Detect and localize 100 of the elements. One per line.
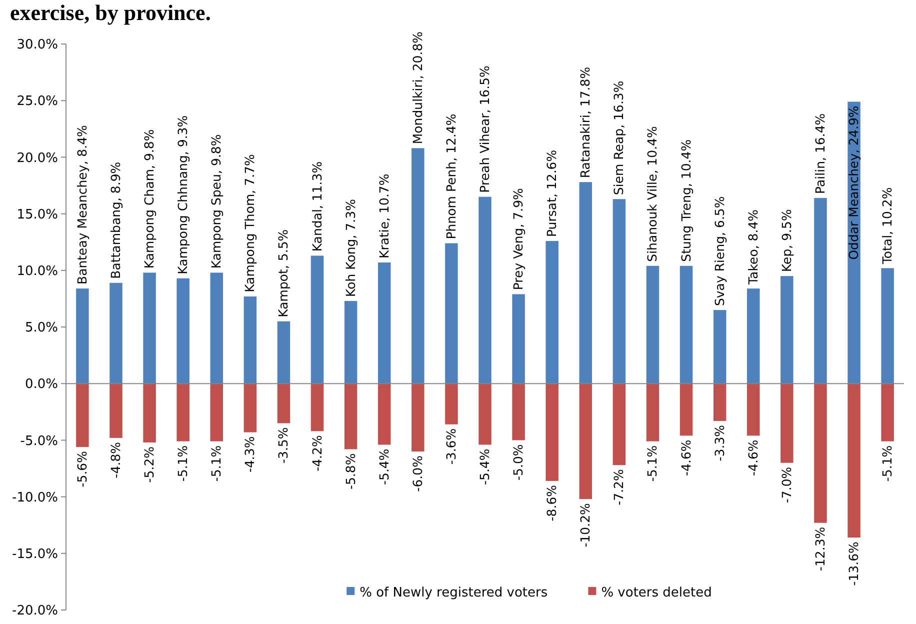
y-tick-label: -5.0% xyxy=(20,434,58,449)
text: , 9.8% xyxy=(142,129,157,169)
bar xyxy=(612,199,626,384)
legend-label: % voters deleted xyxy=(601,586,712,601)
bar xyxy=(646,384,660,442)
data-label: -5.6% xyxy=(74,450,90,488)
text: , 24.9% xyxy=(846,106,862,154)
bar xyxy=(612,384,626,466)
text: , 16.5% xyxy=(477,66,492,114)
y-tick-label: -15.0% xyxy=(12,546,58,562)
text: , 8.4% xyxy=(74,125,90,165)
bar xyxy=(110,282,122,384)
bar xyxy=(76,288,89,384)
data-label: -5.4% xyxy=(477,448,492,486)
bar xyxy=(546,384,558,481)
x-tick-label: Siem Reap xyxy=(611,128,626,196)
bar xyxy=(713,384,726,421)
x-tick-label: Kampong Chhnang xyxy=(175,155,190,274)
data-label: -5.1% xyxy=(175,445,190,482)
bar xyxy=(277,321,290,384)
data-label: -5.0% xyxy=(510,444,526,480)
data-label: -10.2% xyxy=(578,502,593,548)
x-tick-label: Kratie xyxy=(376,221,392,258)
x-tick-label: Ratanakiri xyxy=(578,114,593,178)
text: , 12.4% xyxy=(443,114,458,162)
bar xyxy=(579,384,592,500)
data-label: -4.2% xyxy=(309,435,324,472)
bar xyxy=(344,300,358,384)
bar xyxy=(478,196,492,384)
bar xyxy=(412,148,424,384)
x-tick-label: Kampong Cham xyxy=(142,168,157,269)
bar xyxy=(244,384,257,432)
text: , 7.3% xyxy=(342,199,358,239)
bar xyxy=(176,384,190,442)
bar xyxy=(814,198,827,384)
bar xyxy=(143,272,156,384)
bar xyxy=(176,278,190,384)
x-tick-label: Preah Vihear xyxy=(477,112,492,193)
bar xyxy=(210,272,223,384)
text: , 10.7% xyxy=(376,174,392,222)
bar xyxy=(814,384,827,523)
bar xyxy=(378,262,391,384)
data-label: -4.6% xyxy=(678,440,694,476)
y-tick-label: -20.0% xyxy=(12,604,58,619)
x-tick-label: Svay Rieng xyxy=(712,236,727,306)
text: , 16.4% xyxy=(812,113,828,161)
text: , 8.9% xyxy=(108,162,123,202)
bar xyxy=(310,256,324,384)
bar xyxy=(747,288,760,384)
data-label: -5.1% xyxy=(644,445,660,482)
bar xyxy=(780,276,794,384)
bar xyxy=(244,296,257,384)
x-tick-label: Kandal xyxy=(309,209,324,252)
data-label: -4.3% xyxy=(242,436,258,473)
bar xyxy=(747,384,760,436)
bar xyxy=(579,182,592,384)
text: , 12.6% xyxy=(544,150,560,198)
text: , 17.8% xyxy=(578,66,593,115)
data-label: -5.2% xyxy=(142,446,157,483)
bar xyxy=(310,384,324,432)
x-tick-label: Kampong Speu xyxy=(208,174,224,269)
text: , 9.5% xyxy=(778,209,794,249)
text: , 10.4% xyxy=(678,139,694,188)
text: , 6.5% xyxy=(712,196,727,236)
x-tick-label: Kampot xyxy=(276,268,291,318)
bar xyxy=(344,384,358,450)
text: , 20.8% xyxy=(410,31,425,80)
bar xyxy=(378,384,391,445)
text: , 10.2% xyxy=(880,187,895,235)
bar xyxy=(76,384,89,447)
data-label: -7.2% xyxy=(611,468,626,506)
x-tick-label: Mondulkiri xyxy=(410,79,425,144)
bar xyxy=(412,384,424,452)
bar xyxy=(445,243,458,384)
x-tick-label: Pursat xyxy=(544,197,560,237)
data-label: -4.6% xyxy=(745,440,760,476)
text: , 5.5% xyxy=(276,229,291,270)
y-tick-label: 5.0% xyxy=(24,320,58,336)
x-tick-label: Prey Veng xyxy=(510,228,526,290)
x-tick-label: Kampong Thom xyxy=(242,194,258,292)
data-label: -5.8% xyxy=(342,453,358,490)
y-tick-label: 15.0% xyxy=(16,207,58,222)
bar xyxy=(277,384,290,424)
bar xyxy=(143,384,156,442)
bar xyxy=(680,384,693,436)
x-tick-label: Stung Treng xyxy=(678,187,694,262)
data-label: -7.0% xyxy=(778,466,794,504)
text: , 7.7% xyxy=(242,154,258,194)
text: , 8.4% xyxy=(745,209,760,250)
x-tick-label: Pailin xyxy=(812,160,828,194)
bar xyxy=(445,384,458,424)
data-label: -4.8% xyxy=(108,442,123,478)
legend-label: % of Newly registered voters xyxy=(360,586,548,601)
data-label: -13.6% xyxy=(846,541,862,586)
bar xyxy=(512,294,525,384)
bar xyxy=(881,268,894,384)
y-tick-label: 10.0% xyxy=(16,264,58,279)
x-tick-label: Phnom Penh xyxy=(443,161,458,240)
data-label: -3.5% xyxy=(276,427,291,464)
x-tick-label: Oddar Meanchey xyxy=(846,152,862,260)
